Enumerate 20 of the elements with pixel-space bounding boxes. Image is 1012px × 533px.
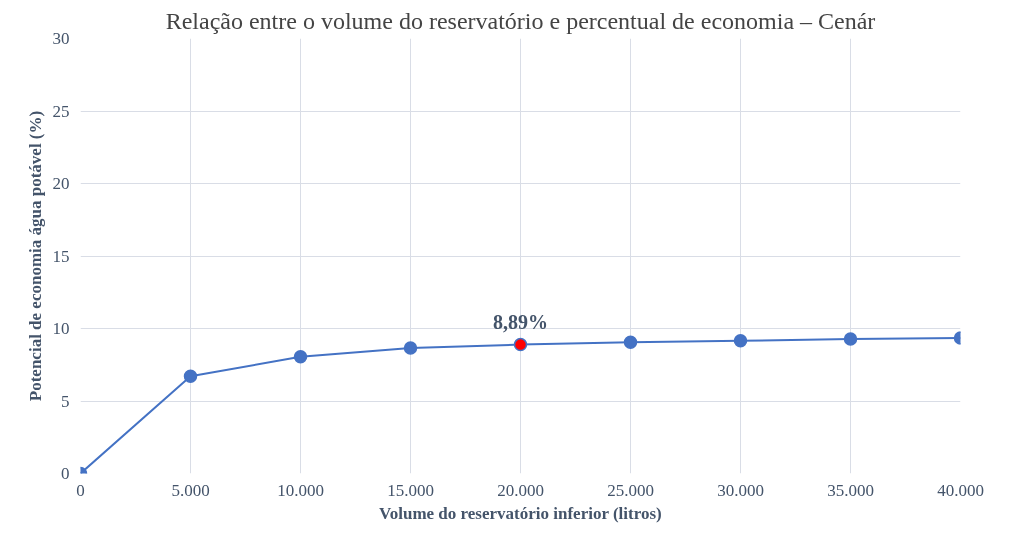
x-tick-label: 5.000: [171, 480, 210, 500]
x-tick-label: 30.000: [717, 480, 764, 500]
chart-title: Relação entre o volume do reservatório e percentual de economia – Cenár: [165, 7, 876, 34]
y-tick-label: 25: [52, 101, 70, 121]
x-tick-label: 25.000: [607, 480, 654, 500]
x-tick-label: 0: [76, 480, 85, 500]
y-tick-label: 10: [52, 319, 70, 338]
y-tick-label: 5: [61, 391, 70, 411]
y-axis-title: Potencial de economia água potável (%): [25, 110, 45, 402]
y-tick-label: 30: [52, 29, 70, 48]
x-tick-label: 15.000: [387, 480, 434, 500]
y-tick-label: 0: [61, 464, 70, 483]
y-tick-label: 15: [52, 246, 70, 266]
x-tick-label: 20.000: [497, 480, 544, 500]
annotation: 8,89%: [493, 310, 548, 333]
y-tick-label: 20: [52, 174, 70, 193]
x-tick-label: 40.000: [937, 480, 984, 500]
x-tick-label: 10.000: [277, 480, 324, 500]
x-axis-title: Volume do reservatório inferior (litros): [379, 503, 662, 523]
x-tick-label: 35.000: [827, 480, 874, 500]
